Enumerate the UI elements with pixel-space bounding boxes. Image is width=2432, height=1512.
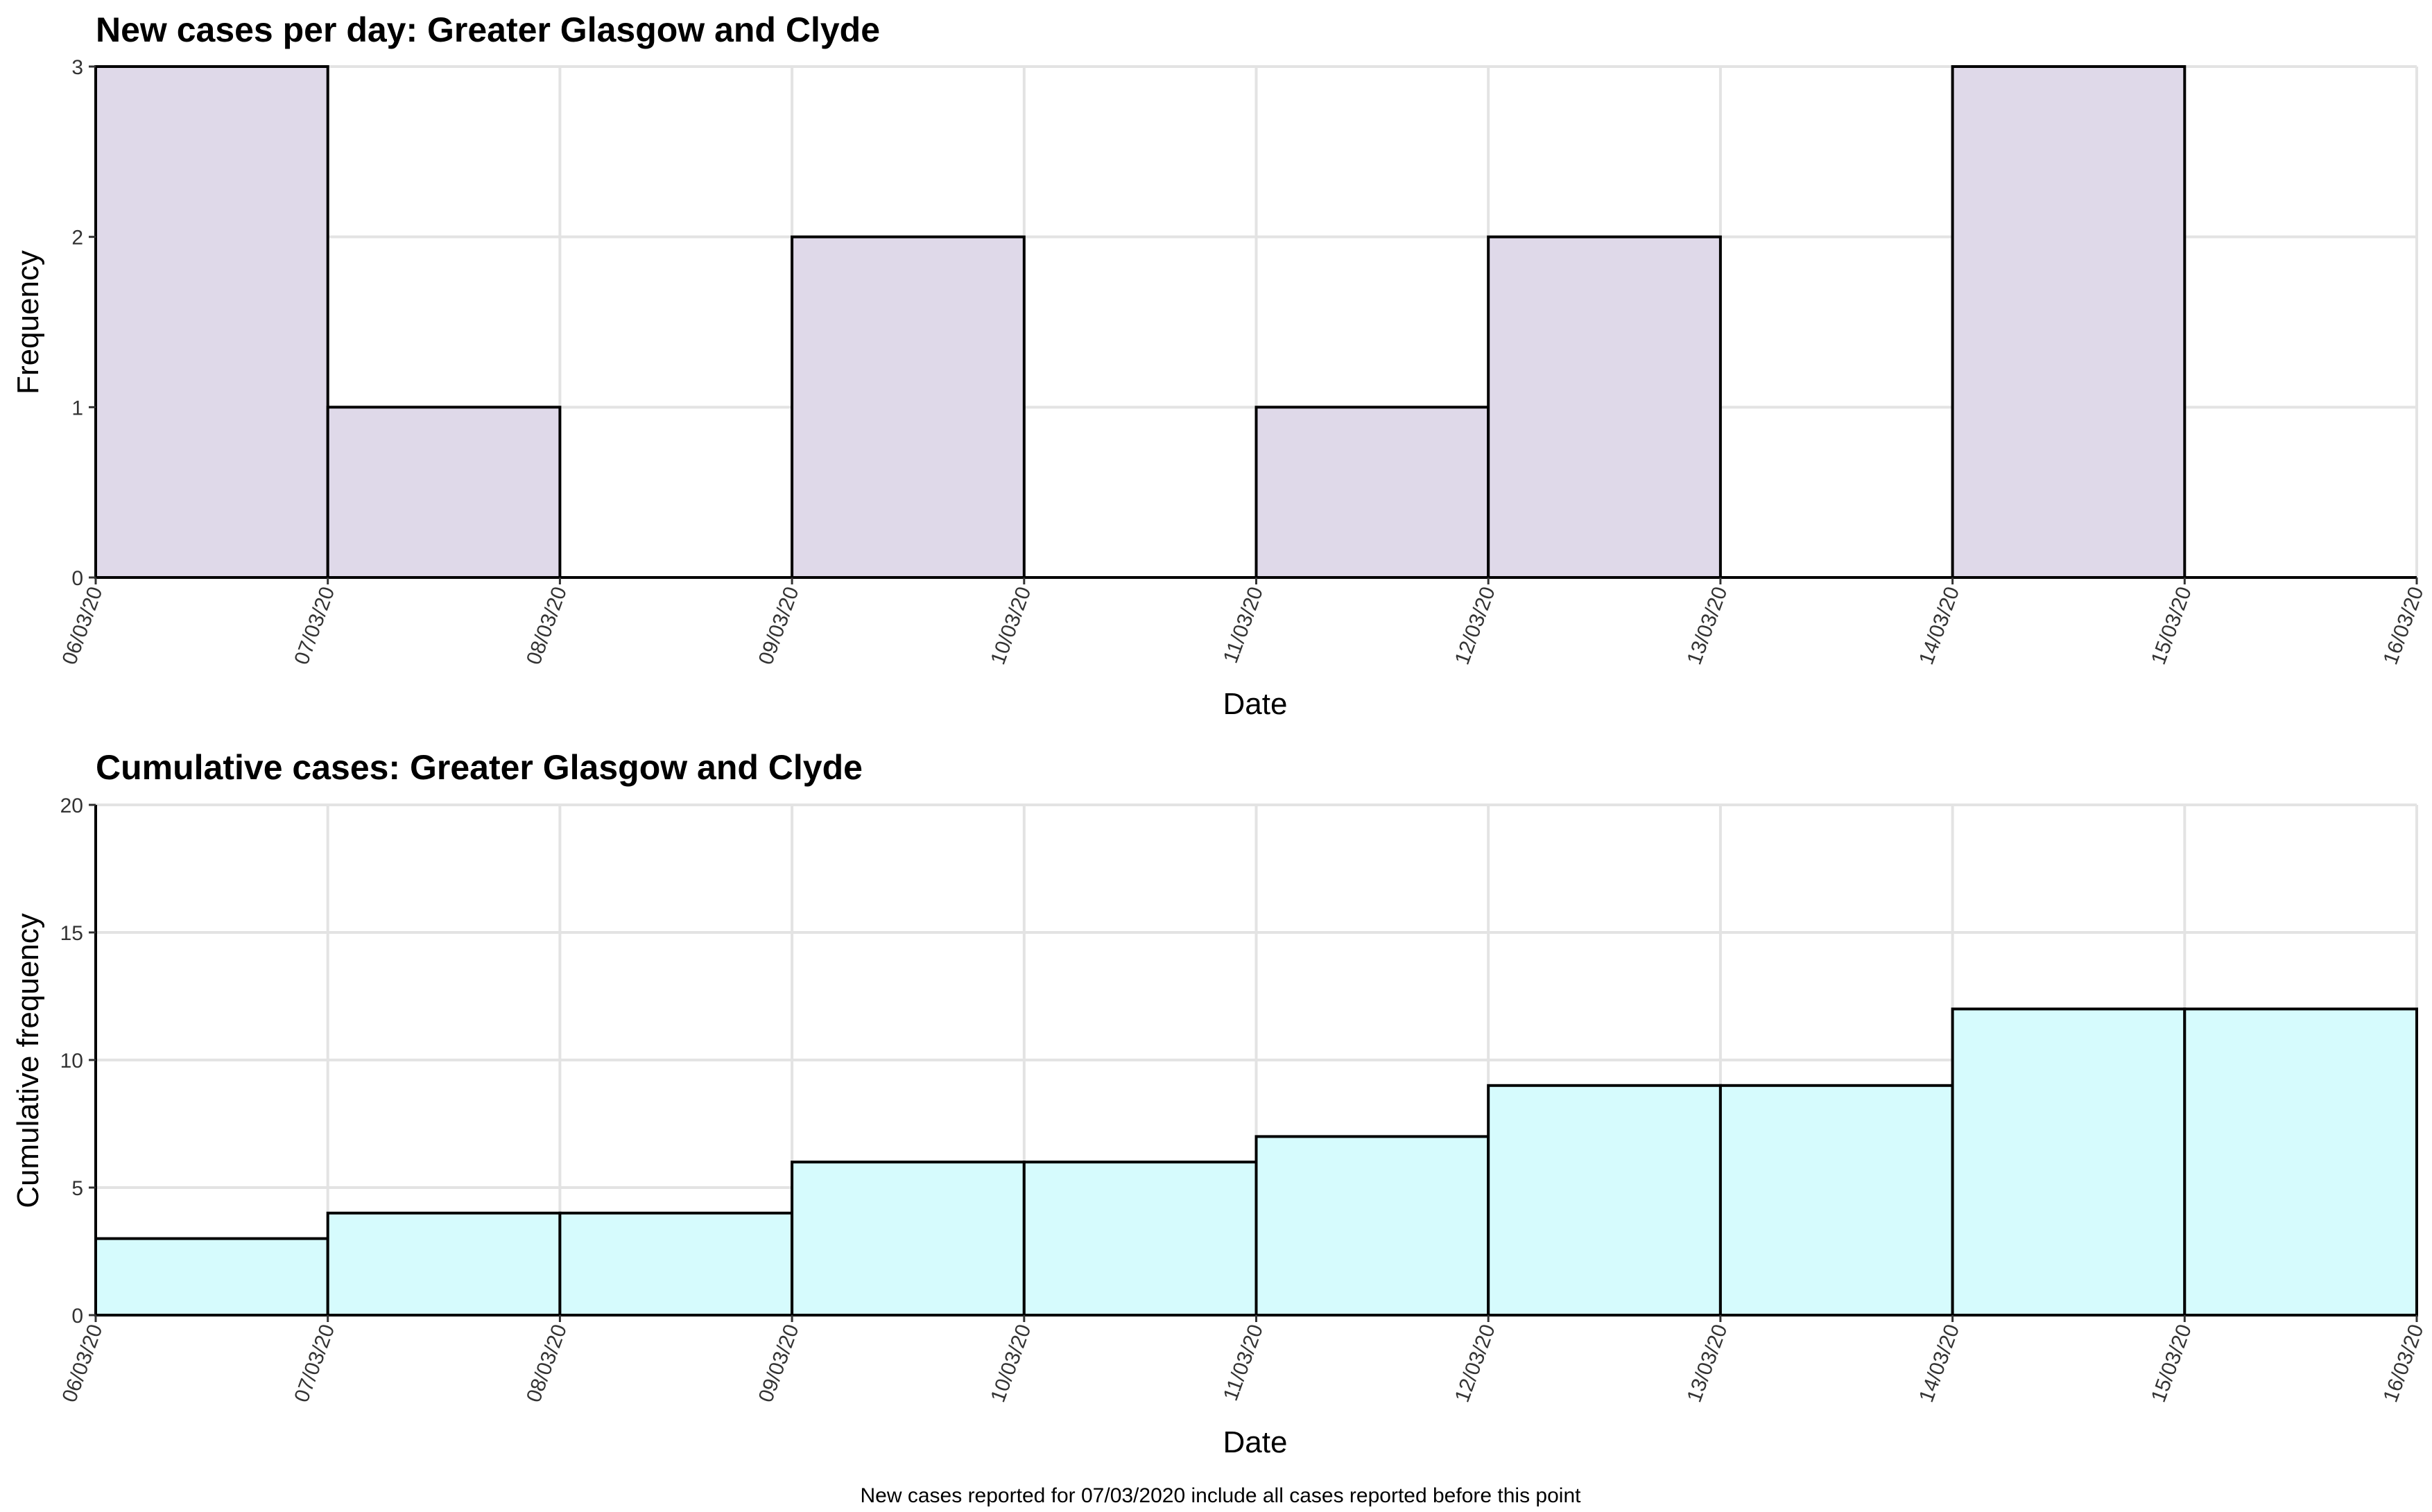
cumulative-x-tick-label: 15/03/20 bbox=[2147, 1321, 2196, 1405]
daily-y-tick-label: 0 bbox=[71, 567, 83, 590]
daily-y-axis-label: Frequency bbox=[11, 250, 45, 394]
cumulative-x-tick-label: 13/03/20 bbox=[1683, 1321, 1732, 1405]
daily-x-tick-label: 08/03/20 bbox=[522, 584, 571, 668]
cumulative-x-tick-label: 16/03/20 bbox=[2379, 1321, 2429, 1405]
cumulative-x-tick-label: 07/03/20 bbox=[290, 1321, 339, 1405]
cumulative-x-tick-label: 09/03/20 bbox=[754, 1321, 804, 1405]
cumulative-x-tick-label: 08/03/20 bbox=[522, 1321, 571, 1405]
daily-x-tick-label: 11/03/20 bbox=[1219, 584, 1268, 666]
daily-x-tick-label: 09/03/20 bbox=[754, 584, 804, 668]
daily-bar-07-03-20 bbox=[326, 406, 562, 579]
daily-x-tick-label: 13/03/20 bbox=[1683, 584, 1732, 668]
daily-x-tick-label: 10/03/20 bbox=[986, 584, 1035, 668]
daily-bar-09-03-20 bbox=[791, 235, 1026, 579]
cumulative-bar-09-03-20 bbox=[791, 1161, 1026, 1317]
cumulative-x-axis-label: Date bbox=[1223, 1425, 1288, 1459]
cumulative-bars bbox=[94, 1007, 2419, 1317]
daily-y-tick-label: 3 bbox=[71, 56, 83, 79]
cumulative-bar-15-03-20 bbox=[2183, 1007, 2419, 1317]
cumulative-x-tick-label: 14/03/20 bbox=[1915, 1321, 1964, 1405]
cumulative-y-tick-label: 5 bbox=[71, 1177, 83, 1200]
cumulative-bar-07-03-20 bbox=[326, 1211, 562, 1317]
cumulative-bar-11-03-20 bbox=[1254, 1135, 1490, 1317]
daily-x-tick-label: 15/03/20 bbox=[2147, 584, 2196, 668]
cumulative-bar-14-03-20 bbox=[1951, 1007, 2187, 1317]
daily-x-tick-label: 06/03/20 bbox=[58, 584, 107, 668]
daily-y-tick-label: 1 bbox=[71, 397, 83, 419]
daily-x-tick-label: 14/03/20 bbox=[1915, 584, 1964, 668]
cumulative-x-tick-label: 11/03/20 bbox=[1219, 1321, 1268, 1404]
cumulative-x-tick-label: 10/03/20 bbox=[986, 1321, 1035, 1405]
daily-chart-title: New cases per day: Greater Glasgow and C… bbox=[96, 10, 880, 49]
daily-bar-06-03-20 bbox=[94, 65, 329, 579]
daily-bars bbox=[94, 65, 2187, 579]
daily-x-tick-label: 07/03/20 bbox=[290, 584, 339, 668]
daily-x-axis-label: Date bbox=[1223, 687, 1288, 721]
cumulative-y-axis-label: Cumulative frequency bbox=[11, 913, 45, 1208]
cumulative-y-tick-label: 15 bbox=[60, 922, 83, 945]
daily-cases-chart: New cases per day: Greater Glasgow and C… bbox=[11, 10, 2429, 721]
cumulative-bar-12-03-20 bbox=[1487, 1084, 1722, 1317]
cumulative-bar-06-03-20 bbox=[94, 1237, 329, 1317]
cumulative-x-tick-label: 06/03/20 bbox=[58, 1321, 107, 1405]
cumulative-y-tick-label: 20 bbox=[60, 794, 83, 817]
cumulative-y-tick-label: 0 bbox=[71, 1305, 83, 1328]
cumulative-bar-10-03-20 bbox=[1022, 1161, 1258, 1317]
daily-bar-11-03-20 bbox=[1254, 406, 1490, 579]
cumulative-x-tick-label: 12/03/20 bbox=[1451, 1321, 1500, 1405]
daily-y-tick-label: 2 bbox=[71, 227, 83, 250]
footnote-caption: New cases reported for 07/03/2020 includ… bbox=[861, 1484, 1582, 1507]
daily-bar-14-03-20 bbox=[1951, 65, 2187, 579]
cumulative-y-tick-label: 10 bbox=[60, 1050, 83, 1072]
cumulative-bar-13-03-20 bbox=[1718, 1084, 1954, 1317]
daily-x-tick-label: 12/03/20 bbox=[1451, 584, 1500, 668]
cumulative-bar-08-03-20 bbox=[558, 1211, 794, 1317]
cumulative-cases-chart: Cumulative cases: Greater Glasgow and Cl… bbox=[11, 748, 2429, 1459]
cumulative-chart-title: Cumulative cases: Greater Glasgow and Cl… bbox=[96, 748, 863, 787]
daily-bar-12-03-20 bbox=[1487, 235, 1722, 579]
daily-x-tick-label: 16/03/20 bbox=[2379, 584, 2429, 668]
